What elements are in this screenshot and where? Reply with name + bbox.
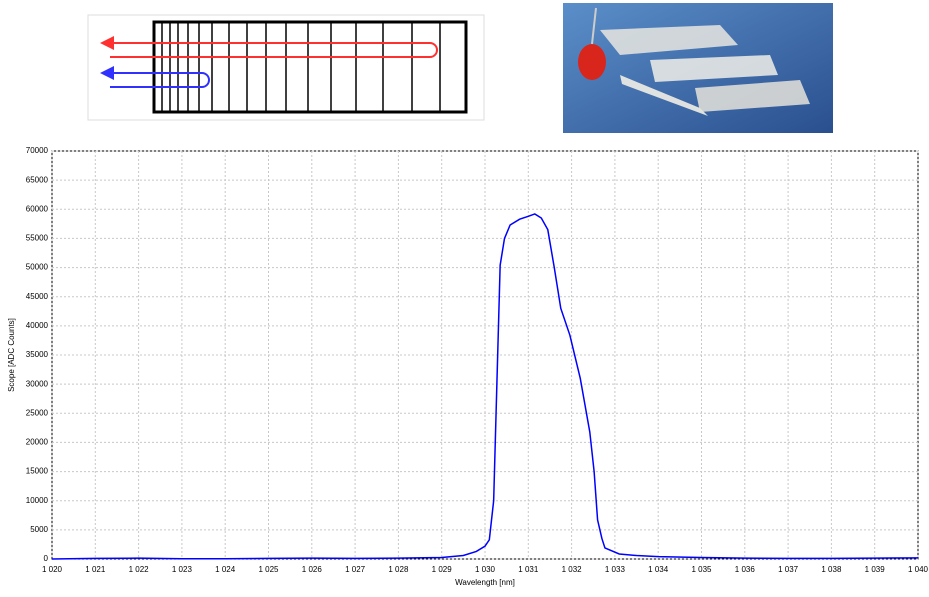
y-tick-label: 15000 (26, 467, 49, 476)
x-tick-label: 1 024 (215, 565, 236, 574)
y-tick-label: 30000 (26, 379, 49, 388)
x-tick-label: 1 026 (302, 565, 323, 574)
y-tick-label: 20000 (26, 438, 49, 447)
x-axis-label: Wavelength [nm] (455, 578, 515, 587)
x-tick-label: 1 021 (85, 565, 106, 574)
y-tick-label: 10000 (26, 496, 49, 505)
x-tick-label: 1 028 (388, 565, 409, 574)
x-tick-label: 1 034 (648, 565, 669, 574)
x-tick-label: 1 036 (735, 565, 756, 574)
y-tick-label: 5000 (30, 525, 48, 534)
x-tick-label: 1 040 (908, 565, 929, 574)
x-tick-label: 1 032 (562, 565, 583, 574)
y-tick-label: 50000 (26, 263, 49, 272)
x-tick-label: 1 030 (475, 565, 496, 574)
x-tick-label: 1 020 (42, 565, 63, 574)
crystal-photo (563, 3, 833, 133)
x-tick-label: 1 038 (821, 565, 842, 574)
data-line (51, 213, 919, 560)
prism-diagram (87, 14, 485, 121)
x-tick-label: 1 029 (432, 565, 453, 574)
x-tick-label: 1 031 (518, 565, 539, 574)
y-tick-label: 60000 (26, 204, 49, 213)
x-tick-label: 1 039 (865, 565, 886, 574)
x-tick-label: 1 037 (778, 565, 799, 574)
y-tick-label: 40000 (26, 321, 49, 330)
y-tick-label: 70000 (26, 146, 49, 155)
x-tick-label: 1 027 (345, 565, 366, 574)
x-tick-label: 1 035 (691, 565, 712, 574)
x-tick-label: 1 033 (605, 565, 626, 574)
y-tick-label: 55000 (26, 234, 49, 243)
y-tick-label: 65000 (26, 175, 49, 184)
x-tick-label: 1 022 (129, 565, 150, 574)
y-tick-label: 35000 (26, 350, 49, 359)
y-tick-label: 45000 (26, 292, 49, 301)
y-tick-label: 25000 (26, 408, 49, 417)
x-tick-label: 1 023 (172, 565, 193, 574)
y-axis-label: Scope [ADC Counts] (7, 318, 16, 392)
y-tick-label: 0 (44, 554, 49, 563)
x-tick-label: 1 025 (258, 565, 279, 574)
